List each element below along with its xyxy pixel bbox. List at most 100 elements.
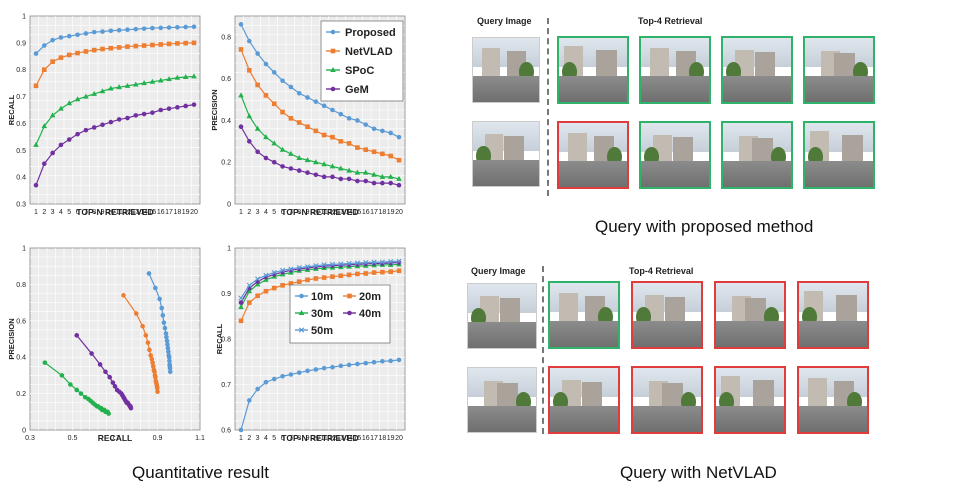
legend-marker bbox=[299, 293, 304, 299]
data-point bbox=[149, 356, 155, 362]
legend-marker bbox=[347, 293, 352, 299]
data-point bbox=[380, 128, 385, 134]
data-point bbox=[152, 369, 157, 375]
data-point bbox=[296, 155, 303, 161]
data-point bbox=[158, 25, 164, 31]
data-point bbox=[330, 107, 335, 113]
legend-label: GeM bbox=[345, 84, 369, 96]
data-point bbox=[191, 40, 197, 46]
caption-netvlad: Query with NetVLAD bbox=[620, 463, 777, 482]
data-point bbox=[75, 32, 80, 38]
legend-marker bbox=[298, 310, 305, 315]
data-point bbox=[321, 262, 327, 268]
data-point bbox=[155, 389, 160, 395]
x-tick-label: 3 bbox=[51, 209, 55, 216]
x-tick-label: 5 bbox=[67, 209, 71, 216]
series-netvlad bbox=[121, 293, 160, 395]
query-thumbnail bbox=[472, 121, 540, 187]
x-tick-label: 7 bbox=[289, 435, 293, 442]
legend-label: 10m bbox=[311, 291, 333, 303]
legend: Proposed NetVLAD SPoC GeM bbox=[320, 20, 404, 102]
data-point bbox=[107, 374, 112, 380]
data-point bbox=[263, 134, 269, 140]
y-tick-label: 0.7 bbox=[16, 94, 26, 101]
data-point bbox=[110, 380, 116, 385]
data-point bbox=[388, 180, 393, 186]
legend-marker bbox=[330, 67, 336, 72]
data-point bbox=[140, 323, 145, 329]
y-tick-label: 0.3 bbox=[16, 202, 26, 209]
data-point bbox=[166, 349, 171, 355]
data-point bbox=[396, 268, 402, 274]
data-point bbox=[330, 364, 335, 370]
top4-label-bottom: Top-4 Retrieval bbox=[629, 266, 694, 276]
data-point bbox=[279, 267, 286, 273]
x-tick-label: 15 bbox=[149, 209, 157, 216]
data-point bbox=[355, 178, 360, 184]
data-point bbox=[183, 24, 188, 30]
x-axis-title: TOP-N RETRIEVED bbox=[76, 207, 153, 217]
data-point bbox=[116, 45, 122, 50]
x-tick-label: 17 bbox=[370, 209, 378, 216]
data-point bbox=[162, 325, 168, 331]
data-point bbox=[163, 331, 169, 336]
x-tick-label: 16 bbox=[362, 435, 370, 442]
data-point bbox=[125, 115, 130, 121]
data-point bbox=[59, 373, 65, 378]
x-tick-label: 0.7 bbox=[110, 435, 120, 442]
data-point bbox=[157, 77, 164, 83]
y-tick-label: 0.7 bbox=[221, 382, 231, 389]
data-point bbox=[255, 386, 260, 392]
data-point bbox=[288, 166, 294, 171]
data-point bbox=[166, 354, 172, 360]
series-gem bbox=[238, 124, 402, 188]
data-point bbox=[166, 76, 172, 82]
x-tick-label: 0.5 bbox=[68, 435, 78, 442]
y-tick-label: 0.4 bbox=[221, 118, 231, 125]
x-tick-label: 17 bbox=[165, 209, 173, 216]
series-50m bbox=[238, 258, 402, 301]
data-point bbox=[355, 271, 360, 277]
data-point bbox=[150, 25, 155, 31]
x-tick-label: 9 bbox=[101, 209, 105, 216]
x-tick-label: 2 bbox=[247, 435, 251, 442]
data-point bbox=[33, 83, 39, 89]
series-10m bbox=[238, 357, 402, 433]
data-point bbox=[296, 370, 302, 375]
y-tick-label: 0.5 bbox=[16, 148, 26, 155]
data-point bbox=[354, 169, 361, 175]
data-point bbox=[388, 153, 393, 159]
retrieved-thumbnail bbox=[631, 366, 703, 434]
legend-label: 30m bbox=[311, 308, 333, 320]
x-tick-label: 8 bbox=[297, 209, 301, 216]
data-point bbox=[271, 376, 277, 382]
retrieved-thumbnail bbox=[797, 281, 869, 349]
x-tick-label: 13 bbox=[337, 435, 345, 442]
x-tick-label: 9 bbox=[306, 435, 310, 442]
data-point bbox=[388, 358, 393, 364]
x-tick-label: 6 bbox=[76, 209, 80, 216]
data-point bbox=[191, 24, 197, 30]
series-proposed bbox=[146, 271, 173, 375]
data-point bbox=[388, 130, 393, 136]
data-point bbox=[66, 137, 72, 142]
data-point bbox=[112, 384, 118, 389]
data-point bbox=[288, 281, 294, 286]
x-tick-label: 18 bbox=[378, 209, 386, 216]
x-tick-label: 11 bbox=[321, 209, 328, 216]
x-tick-label: 3 bbox=[256, 435, 260, 442]
series-spoc bbox=[42, 360, 111, 416]
data-point-stroke bbox=[396, 258, 402, 264]
y-tick-label: 0.6 bbox=[16, 318, 26, 325]
data-point bbox=[263, 93, 269, 98]
x-tick-label: 2 bbox=[247, 209, 251, 216]
data-point bbox=[238, 304, 244, 310]
data-point bbox=[159, 305, 165, 311]
data-point-stroke bbox=[271, 269, 277, 276]
x-tick-label: 5 bbox=[272, 435, 276, 442]
legend-label: SPoC bbox=[345, 65, 374, 77]
data-point bbox=[50, 59, 55, 64]
data-point bbox=[153, 374, 158, 380]
x-tick-label: 3 bbox=[256, 209, 260, 216]
data-point bbox=[321, 161, 327, 167]
